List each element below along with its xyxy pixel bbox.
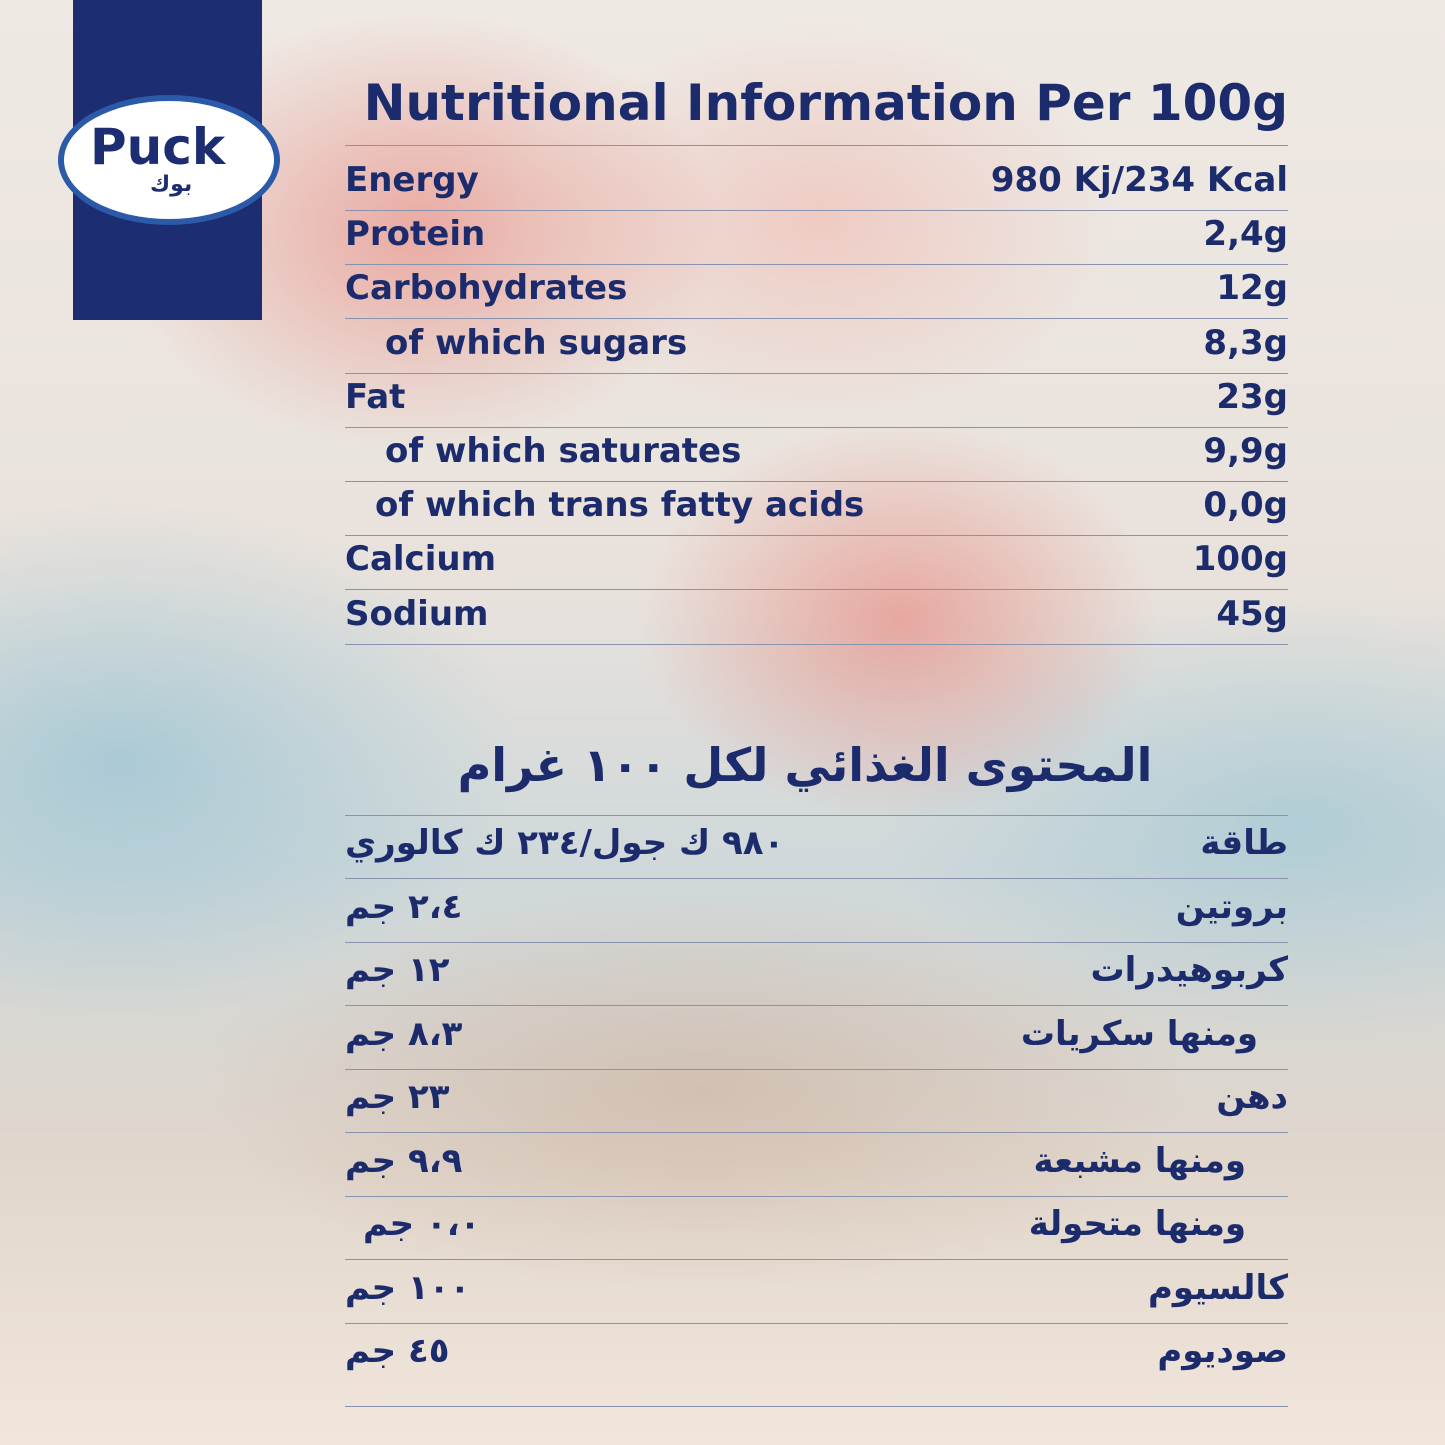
nutrient-value: ٨،٣ جم [345,1013,463,1054]
nutrient-name: Fat [345,376,406,417]
nutrient-value: ٢٣ جم [345,1077,450,1117]
nutrient-name: Sodium [345,593,489,634]
nutrient-value: ٠،٠ جم [363,1204,481,1244]
nutrient-name: of which sugars [385,322,688,363]
nutrient-value: 8,3g [1203,322,1288,363]
divider [345,589,1288,591]
logo-brand-arabic: بوك [150,172,193,197]
nutrient-name: بروتين [1175,886,1288,927]
nutrient-name: of which trans fatty acids [375,485,865,526]
nutrient-name: Energy [345,160,479,200]
nutrient-name: كربوهيدرات [1090,950,1289,990]
nutrient-name: ومنها متحولة [1028,1204,1246,1244]
divider [345,1068,1288,1070]
nutrient-name: Protein [345,214,486,255]
divider [345,535,1288,537]
nutrient-value: 100g [1192,539,1288,580]
divider [345,426,1288,428]
nutrient-value: ٩٨٠ ك جول/٢٣٤ ك كالوري [345,823,785,863]
arabic-title: المحتوى الغذائي لكل ١٠٠ غرام [457,738,1153,792]
divider [345,815,1288,816]
divider [345,1195,1288,1197]
nutrient-value: ٤٥ جم [345,1331,450,1371]
nutrient-value: 980 Kj/234 Kcal [990,160,1288,200]
divider [345,481,1288,482]
divider [345,210,1288,211]
english-title: Nutritional Information Per 100g [363,74,1288,132]
nutrient-name: دهن [1216,1077,1288,1117]
divider [345,145,1288,146]
nutrient-value: 0,0g [1203,485,1288,526]
nutrient-value: 45g [1216,593,1288,634]
nutrient-value: 2,4g [1203,214,1288,255]
nutrient-name: طاقة [1200,823,1288,863]
nutrient-name: كالسيوم [1147,1267,1288,1308]
divider [345,1406,1288,1407]
logo-oval [58,95,280,225]
nutrient-value: ١٠٠ جم [345,1267,471,1308]
divider [345,941,1288,943]
nutrient-value: 23g [1216,376,1288,417]
divider [345,1322,1288,1324]
nutrient-value: ٢،٤ جم [345,886,463,927]
divider [345,643,1288,645]
nutrient-name: Carbohydrates [345,268,628,309]
nutrient-name: ومنها مشبعة [1033,1140,1246,1181]
nutrient-value: 9,9g [1203,431,1288,471]
nutrient-name: Calcium [345,539,496,580]
divider [345,1005,1288,1006]
logo-brand: Puck [90,118,226,176]
divider [345,264,1288,266]
nutrient-name: صوديوم [1157,1331,1288,1371]
divider [345,318,1288,320]
nutrient-name: ومنها سكريات [1020,1013,1258,1054]
divider [345,1132,1288,1133]
nutrient-value: ٩،٩ جم [345,1140,463,1181]
divider [345,878,1288,879]
divider [345,1259,1288,1260]
nutrient-value: 12g [1216,268,1288,309]
nutrient-value: ١٢ جم [345,950,450,990]
nutrient-name: of which saturates [385,431,742,471]
divider [345,372,1288,374]
